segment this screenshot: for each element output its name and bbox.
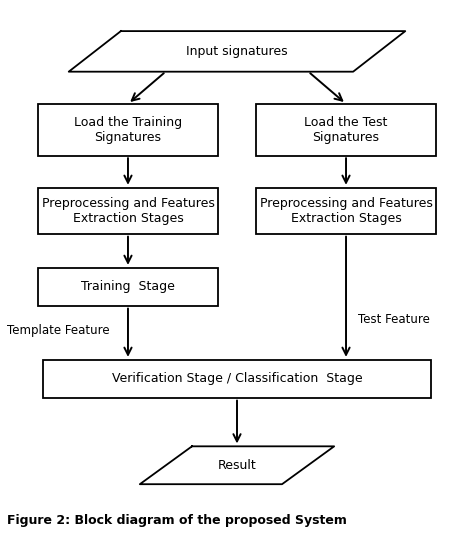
Text: Result: Result bbox=[218, 459, 256, 472]
Polygon shape bbox=[140, 446, 334, 484]
Bar bbox=[256, 104, 436, 156]
Text: Training  Stage: Training Stage bbox=[81, 280, 175, 293]
Text: Load the Test
Signatures: Load the Test Signatures bbox=[304, 116, 388, 144]
Text: Preprocessing and Features
Extraction Stages: Preprocessing and Features Extraction St… bbox=[260, 197, 432, 225]
Bar bbox=[256, 188, 436, 234]
Bar bbox=[38, 268, 218, 306]
Polygon shape bbox=[69, 31, 405, 71]
Text: Verification Stage / Classification  Stage: Verification Stage / Classification Stag… bbox=[112, 372, 362, 385]
Bar bbox=[38, 188, 218, 234]
Text: Figure 2: Block diagram of the proposed System: Figure 2: Block diagram of the proposed … bbox=[7, 514, 347, 527]
Text: Input signatures: Input signatures bbox=[186, 45, 288, 58]
Bar bbox=[43, 360, 431, 398]
Bar bbox=[38, 104, 218, 156]
Text: Load the Training
Signatures: Load the Training Signatures bbox=[74, 116, 182, 144]
Text: Preprocessing and Features
Extraction Stages: Preprocessing and Features Extraction St… bbox=[42, 197, 214, 225]
Text: Test Feature: Test Feature bbox=[358, 313, 430, 326]
Text: Template Feature: Template Feature bbox=[7, 324, 110, 337]
